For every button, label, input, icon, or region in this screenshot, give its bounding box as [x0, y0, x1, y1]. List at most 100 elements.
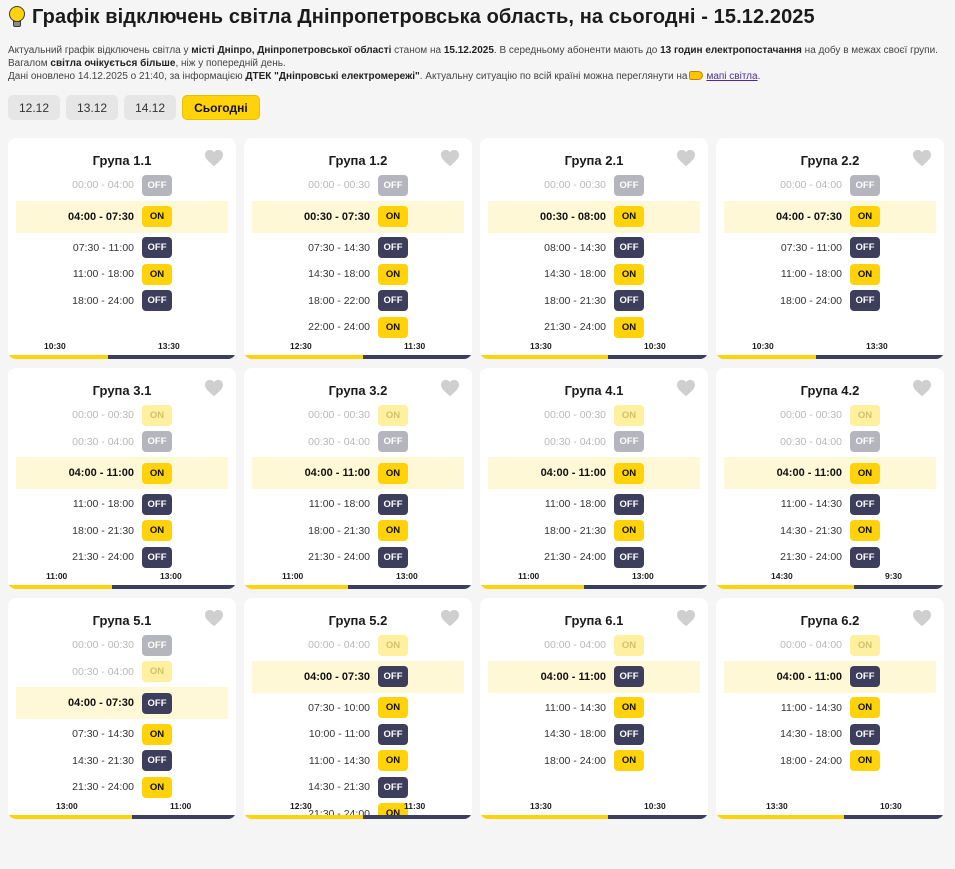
- off-bar: [854, 585, 944, 589]
- status-badge: ON: [614, 520, 644, 542]
- off-hours-label: 10:30: [880, 801, 902, 811]
- time-range: 11:00 - 14:30: [544, 701, 606, 714]
- off-bar: [363, 815, 472, 819]
- schedule-row: 11:00 - 18:00 ON: [716, 261, 944, 288]
- heart-icon[interactable]: [676, 149, 696, 167]
- light-map-link[interactable]: мапі світла: [706, 71, 758, 82]
- daily-summary: 10:30 13:30: [716, 341, 944, 359]
- heart-icon[interactable]: [440, 149, 460, 167]
- group-header: Група 6.1: [480, 609, 708, 631]
- daily-summary: 13:00 11:00: [8, 801, 236, 819]
- status-badge: ON: [378, 404, 408, 426]
- status-badge: OFF: [378, 493, 408, 515]
- heart-icon[interactable]: [440, 379, 460, 397]
- tab-14-12[interactable]: 14.12: [124, 95, 177, 120]
- off-bar: [132, 815, 236, 819]
- group-card: Група 5.2 00:00 - 04:00 ON 04:00 - 07:30 OFF…: [244, 598, 472, 819]
- summary-bar: [8, 355, 236, 359]
- group-card: Група 6.1 00:00 - 04:00 ON 04:00 - 11:00 OFF…: [480, 598, 708, 819]
- schedule-row: 00:30 - 04:00 OFF: [480, 429, 708, 456]
- desc-dtek: ДТЕК "Дніпровські електромережі": [245, 71, 420, 82]
- time-range: 14:30 - 18:00: [544, 728, 606, 741]
- schedule-row: 00:00 - 04:00 ON: [244, 632, 472, 659]
- time-range: 00:00 - 00:30: [72, 409, 134, 422]
- time-range: 11:00 - 14:30: [780, 498, 842, 511]
- heart-icon[interactable]: [440, 609, 460, 627]
- status-badge: OFF: [850, 546, 880, 568]
- schedule-row: 04:00 - 07:30 ON: [724, 200, 936, 233]
- summary-bar: [480, 585, 708, 589]
- desc-updated: Дані оновлено 14.12.2025 о 21:40, за інф…: [8, 71, 246, 82]
- time-range: 00:00 - 00:30: [780, 409, 842, 422]
- group-card: Група 1.1 00:00 - 04:00 OFF 04:00 - 07:30 ON…: [8, 138, 236, 359]
- schedule-row: 21:30 - 24:00 OFF: [480, 544, 708, 571]
- status-badge: OFF: [378, 174, 408, 196]
- status-badge: OFF: [614, 237, 644, 259]
- on-bar: [8, 355, 108, 359]
- time-range: 14:30 - 18:00: [308, 268, 370, 281]
- tab-12-12[interactable]: 12.12: [8, 95, 61, 120]
- heart-icon[interactable]: [912, 609, 932, 627]
- group-name: Група 2.1: [564, 152, 624, 168]
- status-badge: OFF: [614, 666, 644, 687]
- page-title: Графік відключень світла Дніпропетровськ…: [32, 5, 815, 28]
- heart-icon[interactable]: [676, 379, 696, 397]
- description: Актуальний графік відключень світла у мі…: [8, 44, 938, 83]
- schedule-row: 14:30 - 21:30 OFF: [8, 748, 236, 775]
- desc-hours: 13 годин електропостачання: [660, 45, 802, 56]
- heart-icon[interactable]: [676, 609, 696, 627]
- desc-text: .: [757, 71, 761, 82]
- summary-bar: [716, 355, 944, 359]
- time-range: 11:00 - 18:00: [72, 498, 134, 511]
- group-header: Група 5.1: [8, 609, 236, 631]
- status-badge: OFF: [142, 546, 172, 568]
- group-card: Група 1.2 00:00 - 00:30 OFF 00:30 - 07:30 ON…: [244, 138, 472, 359]
- time-range: 00:30 - 04:00: [72, 435, 134, 448]
- heart-icon[interactable]: [204, 609, 224, 627]
- status-badge: ON: [142, 520, 172, 542]
- schedule-list: 00:00 - 04:00 ON 04:00 - 07:30 OFF 07:30 - 1…: [244, 632, 472, 819]
- on-hours-label: 11:00: [518, 571, 540, 581]
- schedule-row: 00:00 - 04:00 OFF: [716, 172, 944, 199]
- daily-summary: 11:00 13:00: [244, 571, 472, 589]
- schedule-row: 11:00 - 14:30 ON: [480, 695, 708, 722]
- schedule-row: 18:00 - 21:30 ON: [244, 518, 472, 545]
- schedule-row: 07:30 - 11:00 OFF: [8, 235, 236, 262]
- heart-icon[interactable]: [204, 149, 224, 167]
- schedule-row: 00:00 - 04:00 ON: [480, 632, 708, 659]
- time-range: 11:00 - 18:00: [308, 498, 370, 511]
- on-bar: [244, 585, 348, 589]
- tab-13-12[interactable]: 13.12: [66, 95, 119, 120]
- on-bar: [244, 815, 363, 819]
- summary-labels: 13:30 10:30: [716, 801, 944, 813]
- summary-labels: 13:00 11:00: [8, 801, 236, 813]
- schedule-row: 00:00 - 00:30 ON: [244, 402, 472, 429]
- status-badge: OFF: [850, 493, 880, 515]
- off-bar: [348, 585, 472, 589]
- schedule-row: 00:00 - 00:30 ON: [480, 402, 708, 429]
- status-badge: ON: [614, 750, 644, 772]
- schedule-row: 00:00 - 00:30 OFF: [480, 172, 708, 199]
- heart-icon[interactable]: [912, 149, 932, 167]
- on-bar: [716, 355, 816, 359]
- daily-summary: 12:30 11:30: [244, 341, 472, 359]
- heart-icon[interactable]: [912, 379, 932, 397]
- daily-summary: 13:30 10:30: [716, 801, 944, 819]
- status-badge: ON: [614, 462, 644, 484]
- status-badge: ON: [378, 462, 408, 484]
- schedule-list: 00:00 - 04:00 ON 04:00 - 11:00 OFF 11:00 - 1…: [716, 632, 944, 774]
- status-badge: ON: [850, 697, 880, 719]
- schedule-row: 00:30 - 04:00 OFF: [8, 429, 236, 456]
- summary-labels: 14:30 9:30: [716, 571, 944, 583]
- summary-bar: [716, 815, 944, 819]
- schedule-row: 10:00 - 11:00 OFF: [244, 721, 472, 748]
- schedule-row: 18:00 - 24:00 OFF: [716, 288, 944, 315]
- schedule-row: 18:00 - 21:30 OFF: [480, 288, 708, 315]
- tab-today[interactable]: Сьогодні: [182, 95, 260, 120]
- heart-icon[interactable]: [204, 379, 224, 397]
- time-range: 11:00 - 18:00: [72, 268, 134, 281]
- schedule-row: 11:00 - 14:30 ON: [244, 748, 472, 775]
- desc-text: на добу в межах своєї групи. Вагалом: [8, 45, 938, 69]
- schedule-row: 04:00 - 07:30 OFF: [252, 660, 464, 693]
- schedule-row: 21:30 - 24:00 OFF: [244, 544, 472, 571]
